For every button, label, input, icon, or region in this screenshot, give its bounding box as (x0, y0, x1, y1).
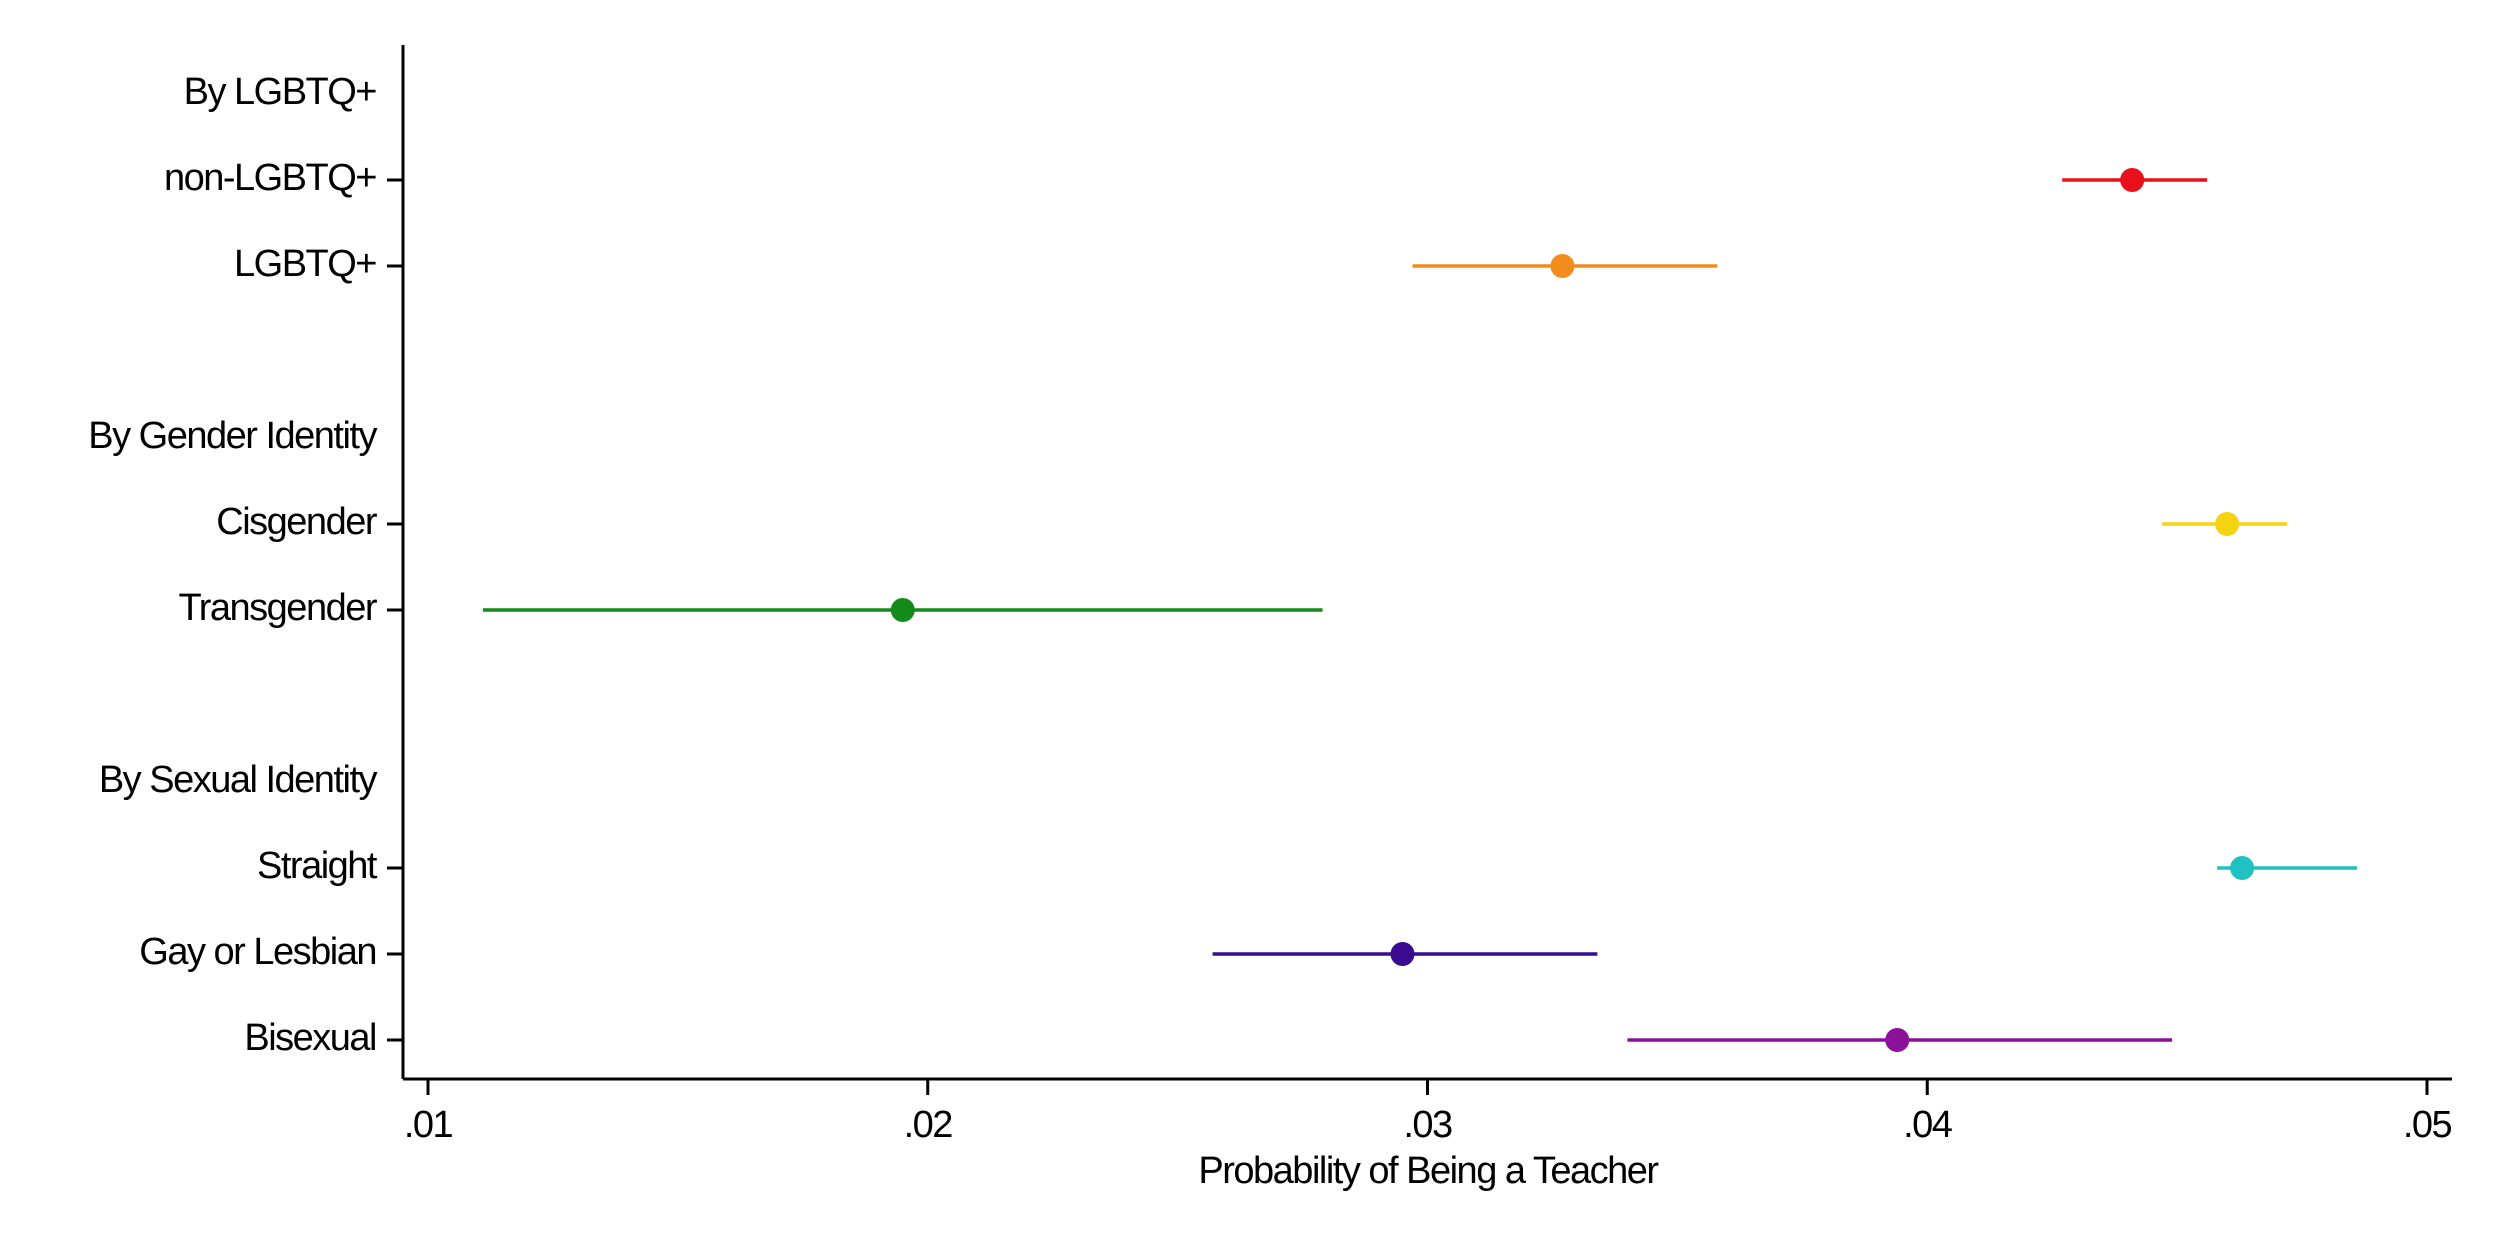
y-tick-label: non-LGBTQ+ (164, 157, 376, 199)
point (1390, 942, 1415, 966)
point (2120, 168, 2145, 192)
y-tick-label: Bisexual (244, 1017, 376, 1059)
y-tick-label: By LGBTQ+ (184, 71, 377, 113)
x-tick-label: .02 (904, 1104, 953, 1146)
y-tick-label: Straight (257, 845, 378, 887)
point (2215, 512, 2240, 536)
x-axis-title: Probability of Being a Teacher (1198, 1150, 1659, 1192)
x-tick-label: .05 (2403, 1104, 2452, 1146)
x-tick-label: .04 (1903, 1104, 1953, 1146)
point (1550, 254, 1575, 278)
x-tick-label: .03 (1403, 1104, 1452, 1146)
y-tick-label: LGBTQ+ (234, 243, 376, 285)
y-tick-label: Gay or Lesbian (139, 931, 376, 973)
x-tick-label: .01 (404, 1104, 453, 1146)
point (890, 598, 915, 622)
y-tick-label: Transgender (178, 587, 377, 629)
y-tick-label: By Gender Identity (88, 415, 377, 457)
y-tick-label: By Sexual Identity (99, 759, 378, 801)
y-tick-label: Cisgender (216, 501, 378, 543)
point (2230, 856, 2255, 880)
point (1885, 1028, 1910, 1052)
